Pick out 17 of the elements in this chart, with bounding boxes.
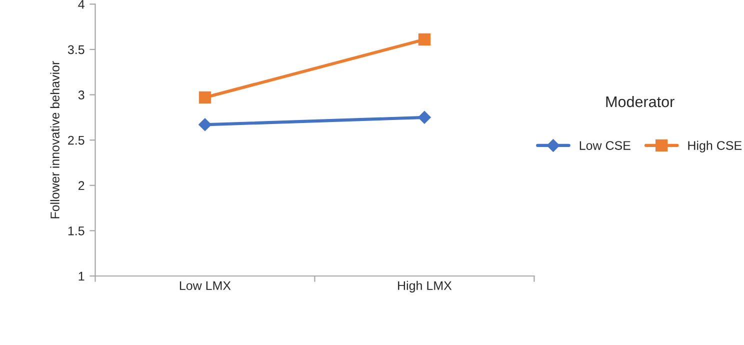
x-tick-label: High LMX bbox=[398, 280, 452, 293]
legend-label: High CSE bbox=[688, 140, 742, 152]
y-tick-label: 4 bbox=[78, 0, 84, 9]
legend-title: Moderator bbox=[606, 96, 674, 108]
point bbox=[198, 118, 212, 132]
y-tick-label: 3.5 bbox=[68, 45, 84, 54]
point bbox=[198, 91, 212, 104]
y-tick-label: 2 bbox=[78, 181, 84, 190]
y-axis-title: Follower innovative behavior bbox=[50, 61, 60, 218]
y-tick-label: 1.5 bbox=[68, 226, 84, 236]
y-tick-label: 2.5 bbox=[68, 136, 84, 145]
x-tick-label: Low LMX bbox=[180, 281, 231, 290]
point bbox=[418, 111, 431, 124]
point bbox=[418, 33, 431, 46]
y-tick-label: 3 bbox=[78, 90, 84, 100]
y-tick-label: 1 bbox=[78, 272, 84, 281]
legend-label: Low CSE bbox=[580, 141, 630, 150]
